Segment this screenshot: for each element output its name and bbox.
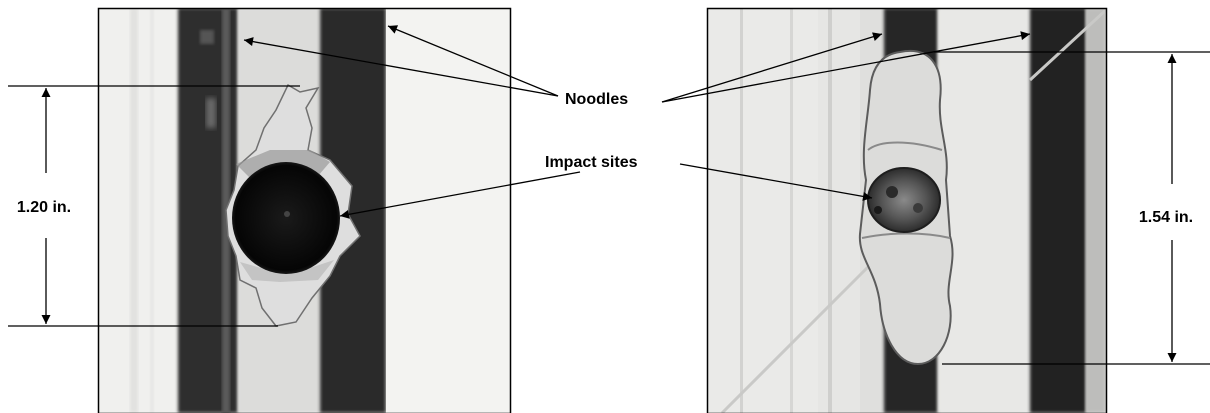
impact-sites-callout: Impact sites xyxy=(339,154,873,219)
noodles-arrow-left-2 xyxy=(387,25,559,97)
left-dimension-label: 1.20 in. xyxy=(17,199,71,216)
right-photo-panel xyxy=(707,8,1106,413)
right-noodle-2 xyxy=(1030,8,1086,413)
left-photo-panel xyxy=(98,8,510,413)
impact-sites-label: Impact sites xyxy=(545,154,638,171)
left-impact-crater xyxy=(232,162,340,274)
noodles-arrow-right-2 xyxy=(661,31,1031,103)
right-impact-crater xyxy=(868,168,940,232)
impact-sites-arrow-left xyxy=(339,171,581,219)
left-panel-frame xyxy=(97,7,512,413)
noodles-arrow-right-1 xyxy=(661,32,883,103)
noodles-arrow-left-1 xyxy=(243,37,559,97)
noodles-label: Noodles xyxy=(565,91,628,108)
right-dimension: 1.54 in. xyxy=(934,51,1210,365)
right-dimension-label: 1.54 in. xyxy=(1139,209,1193,226)
impact-sites-arrow-right xyxy=(679,163,873,201)
left-dimension: 1.20 in. xyxy=(8,85,300,327)
right-panel-frame xyxy=(706,7,1108,413)
noodles-callout: Noodles xyxy=(243,25,1031,108)
